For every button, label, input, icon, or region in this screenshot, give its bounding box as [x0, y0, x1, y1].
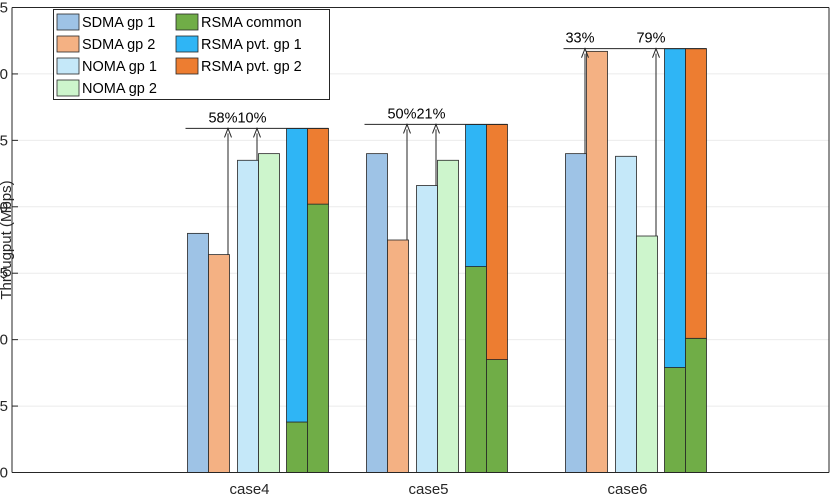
annotation-arrow-head	[581, 47, 589, 58]
bar-sdma-gp-1-case4	[187, 232, 209, 473]
legend-swatch	[56, 35, 80, 53]
bar-rsma-common-case6	[664, 367, 686, 473]
x-category-label: case4	[229, 481, 269, 497]
x-category-label: case6	[607, 481, 647, 497]
annotation-arrow-head	[224, 127, 232, 138]
bar-noma-gp-2-case4	[258, 153, 280, 473]
bar-rsma-common-case5	[465, 266, 487, 473]
annotation-label: 50%	[387, 106, 416, 122]
legend-label: SDMA gp 1	[82, 15, 155, 31]
legend-label: RSMA pvt. gp 1	[201, 37, 302, 53]
bar-rsma-pvt-gp-2-case6	[685, 48, 707, 339]
annotation-arrow-head	[403, 123, 411, 134]
bar-sdma-gp-1-case5	[366, 153, 388, 473]
legend-label: RSMA pvt. gp 2	[201, 59, 302, 75]
annotation-label: 79%	[636, 31, 665, 47]
bar-noma-gp-1-case6	[615, 155, 637, 473]
legend-swatch	[56, 13, 80, 31]
annotation-arrow-head	[652, 47, 660, 58]
bar-rsma-pvt-gp-1-case4	[286, 127, 308, 423]
legend-swatch	[56, 57, 80, 75]
x-category-label: case5	[408, 481, 448, 497]
bar-sdma-gp-2-case6	[586, 50, 608, 473]
legend: SDMA gp 1 SDMA gp 2 NOMA gp 1 NOMA gp 2 RSMA…	[53, 9, 330, 100]
legend-swatch	[56, 79, 80, 97]
y-tick-labels: 0 5 10 15 20 25 30 35	[0, 0, 8, 482]
bar-rsma-common-case4	[307, 203, 329, 473]
annotation-arrow-head	[432, 123, 440, 134]
bar-sdma-gp-2-case5	[387, 239, 409, 473]
legend-swatch	[175, 13, 199, 31]
annotation-arrow-head	[253, 127, 261, 138]
legend-label: SDMA gp 2	[82, 37, 155, 53]
y-axis-label: Througput (Mbps)	[0, 180, 15, 299]
y-tick-label: 30	[0, 66, 8, 83]
bar-noma-gp-1-case4	[237, 159, 259, 473]
bar-marks	[187, 48, 707, 473]
legend-label: NOMA gp 1	[82, 59, 157, 75]
axes	[11, 7, 830, 473]
legend-swatch	[175, 57, 199, 75]
annotation-label: 58%	[208, 110, 237, 126]
y-tick-label: 15	[0, 265, 8, 282]
y-tick-label: 0	[0, 465, 8, 482]
legend-label: RSMA common	[201, 15, 302, 31]
bar-rsma-common-case4	[286, 421, 308, 473]
y-tick-label: 10	[0, 332, 8, 349]
annotation-label: 10%	[237, 110, 266, 126]
y-tick-label: 5	[0, 398, 8, 415]
bar-noma-gp-2-case5	[437, 159, 459, 473]
bar-rsma-pvt-gp-2-case4	[307, 127, 329, 205]
bar-sdma-gp-1-case6	[565, 153, 587, 473]
legend-label: NOMA gp 2	[82, 81, 157, 97]
bar-rsma-pvt-gp-1-case5	[465, 124, 487, 267]
x-category-labels: case4 case5 case6	[229, 481, 647, 497]
bar-noma-gp-1-case5	[416, 185, 438, 473]
bar-noma-gp-2-case6	[636, 235, 658, 473]
annotation-label: 21%	[416, 106, 445, 122]
y-tick-label: 20	[0, 199, 8, 216]
legend-swatch	[175, 35, 199, 53]
bar-rsma-pvt-gp-1-case6	[664, 48, 686, 368]
bar-rsma-pvt-gp-2-case5	[486, 124, 508, 360]
y-tick-label: 25	[0, 132, 8, 149]
annotation-label: 33%	[565, 31, 594, 47]
annotation-arrows: 58% 10% 50% 21% 33% 79%	[208, 31, 666, 255]
bar-rsma-common-case6	[685, 337, 707, 473]
bar-sdma-gp-2-case4	[208, 254, 230, 473]
bar-rsma-common-case5	[486, 359, 508, 473]
y-tick-label: 35	[0, 0, 8, 17]
